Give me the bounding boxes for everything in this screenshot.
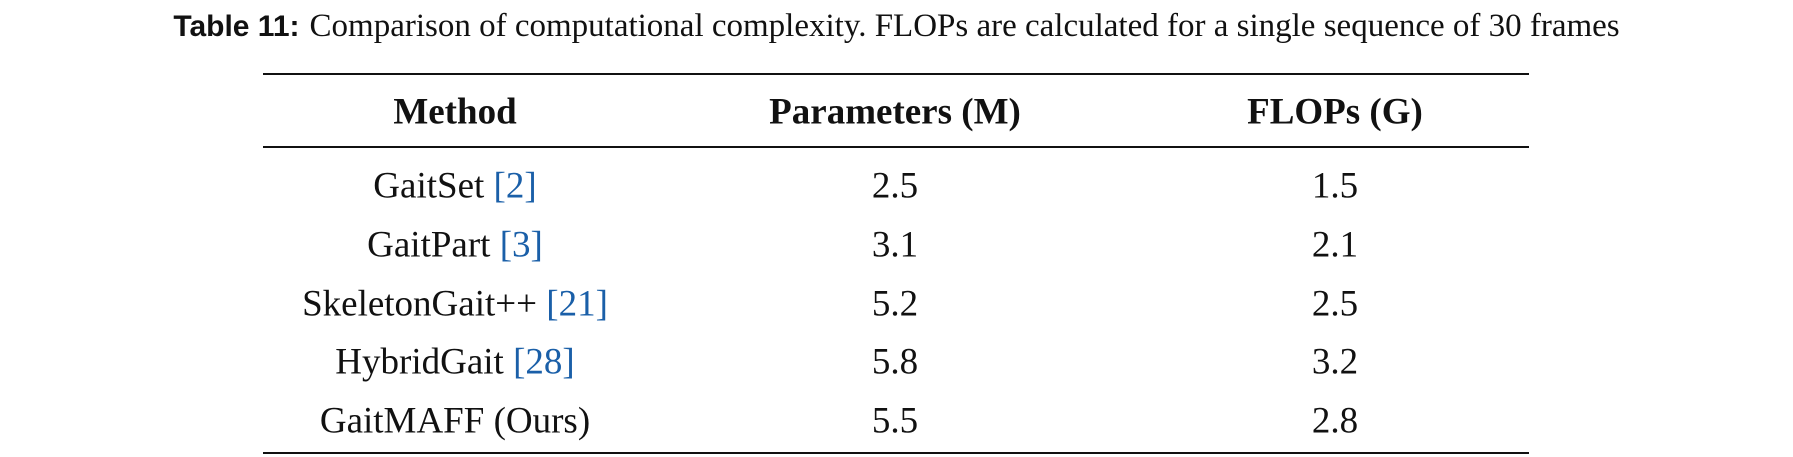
method-cell: SkeletonGait++ [21]	[235, 283, 675, 326]
caption-text: Comparison of computational complexity. …	[309, 8, 1620, 44]
params-cell: 5.8	[871, 341, 919, 383]
params-cell: 5.2	[871, 283, 919, 325]
method-name: GaitMAFF (Ours)	[319, 400, 591, 442]
flops-cell: 2.8	[1311, 400, 1359, 442]
flops-cell: 3.2	[1311, 341, 1359, 383]
citation: [2]	[493, 165, 537, 207]
method-name: SkeletonGait++	[302, 283, 537, 325]
table-caption: Table 11: Comparison of computational com…	[0, 8, 1793, 45]
method-cell: GaitSet [2]	[235, 165, 675, 208]
citation: [3]	[499, 224, 543, 266]
citation: [21]	[546, 283, 608, 325]
top-rule	[263, 73, 1529, 75]
flops-cell: 2.1	[1311, 224, 1359, 266]
flops-cell: 1.5	[1311, 165, 1359, 207]
citation: [28]	[513, 341, 575, 383]
params-cell: 2.5	[871, 165, 919, 207]
method-cell: GaitMAFF (Ours)	[235, 400, 675, 443]
method-name: GaitSet	[373, 165, 485, 207]
params-cell: 3.1	[871, 224, 919, 266]
params-cell: 5.5	[871, 400, 919, 442]
mid-rule	[263, 146, 1529, 148]
column-header: Parameters (M)	[769, 91, 1021, 133]
method-cell: HybridGait [28]	[235, 341, 675, 384]
column-header: FLOPs (G)	[1247, 91, 1423, 133]
column-header: Method	[393, 91, 517, 133]
caption-label: Table 11:	[173, 10, 300, 43]
method-name: GaitPart	[367, 224, 491, 266]
method-name: HybridGait	[335, 341, 504, 383]
bottom-rule	[263, 452, 1529, 454]
method-cell: GaitPart [3]	[235, 224, 675, 267]
flops-cell: 2.5	[1311, 283, 1359, 325]
